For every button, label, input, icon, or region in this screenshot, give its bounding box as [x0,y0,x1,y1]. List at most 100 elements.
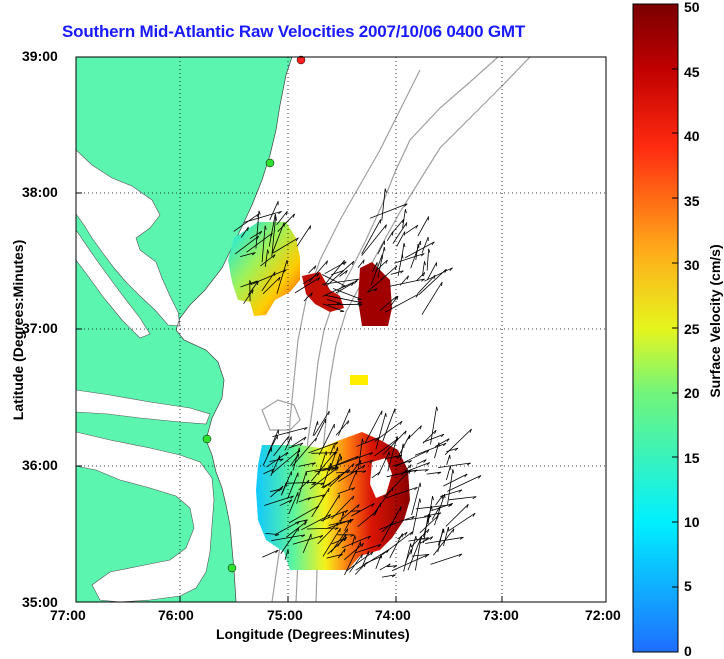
velocity-arrow [344,542,364,561]
velocity-arrow-head [273,271,276,276]
velocity-arrow [379,295,397,311]
velocity-arrow [321,274,347,287]
velocity-arrow [419,515,439,534]
velocity-arrow [411,554,430,557]
velocity-arrow-head [344,533,347,538]
velocity-arrow-head [298,447,301,452]
velocity-arrow-head [259,230,263,235]
velocity-arrow [381,188,386,221]
velocity-arrow [289,453,300,467]
velocity-arrow-head [415,224,419,229]
velocity-arrow [421,236,429,254]
velocity-arrow [335,282,355,294]
velocity-arrow-head [251,289,254,294]
velocity-arrow-head [367,535,371,540]
velocity-arrow [265,533,279,535]
velocity-arrow [294,277,321,294]
velocity-arrow [382,430,407,455]
x-tick-label: 76:00 [158,607,194,623]
velocity-arrow-head [336,466,339,471]
velocity-arrow-head [278,211,282,215]
velocity-arrow [349,554,363,573]
velocity-arrow-head [328,411,330,416]
velocity-arrow [260,254,276,267]
velocity-arrow [430,406,437,445]
velocity-arrow [292,535,324,545]
velocity-arrow [435,438,450,447]
colorbar-tick-label: 40 [684,128,700,144]
velocity-arrow [335,420,350,436]
velocity-arrow-head [303,436,307,441]
velocity-arrow [447,469,454,505]
velocity-arrow [396,231,406,247]
velocity-arrow [379,451,390,473]
velocity-arrow-head [369,460,374,464]
velocity-arrow [313,410,330,436]
velocity-arrow-head [292,213,295,218]
velocity-arrow [381,506,402,542]
velocity-arrow [405,515,432,521]
velocity-arrow-head [358,303,363,307]
velocity-arrow [365,555,383,564]
velocity-arrow-head [338,494,340,499]
velocity-arrow [358,438,363,469]
velocity-arrow [263,468,275,475]
velocity-arrow-head [316,273,320,277]
velocity-arrow-head [314,265,317,270]
colorbar-tick-label: 25 [684,321,700,337]
velocity-arrow [338,408,351,436]
velocity-arrow [269,458,284,462]
colorbar-tick-label: 20 [684,385,700,401]
velocity-arrow [339,269,348,277]
velocity-arrow-head [274,534,279,537]
velocity-arrow-head [385,224,387,229]
velocity-arrow-head [251,252,256,256]
velocity-arrow [422,433,445,443]
velocity-arrow-head [357,302,362,304]
velocity-arrow [430,553,463,565]
velocity-arrow [240,252,256,257]
velocity-arrow [332,288,362,300]
velocity-arrow [417,274,436,295]
velocity-arrow [284,549,289,560]
velocity-arrow-head [423,459,427,463]
colorbar [633,4,678,652]
y-tick-label: 37:00 [22,320,58,336]
axis-ticks [76,192,503,602]
velocity-arrow-head [362,470,367,474]
velocity-arrow-head [437,512,442,516]
velocity-arrow [417,216,429,237]
velocity-arrow-head [431,241,435,246]
velocity-arrow-head [428,248,431,253]
velocity-arrow [316,418,326,437]
velocity-arrow-head [404,430,407,435]
velocity-arrow [444,428,472,455]
velocity-arrow-head [378,555,383,560]
velocity-arrow [448,496,477,501]
velocity-arrow-head [385,259,388,264]
velocity-arrow [318,423,335,456]
colorbar-tick-label: 30 [684,257,700,273]
velocity-arrow-head [328,487,330,493]
velocity-arrow [390,270,404,275]
station-marker [202,434,212,444]
velocity-arrow [269,201,279,221]
velocity-arrow-head [317,277,321,282]
velocity-arrow-head [410,531,413,536]
velocity-arrow [372,262,378,272]
velocity-arrow [361,219,382,255]
velocity-arrow [311,482,325,485]
velocity-arrow-head [351,487,356,491]
velocity-arrow [324,294,362,304]
velocity-arrow [339,512,344,524]
velocity-arrow [391,554,429,572]
velocity-arrow [415,504,452,510]
velocity-arrow-head [355,278,360,282]
velocity-arrow [446,454,451,466]
velocity-arrow-head [303,427,308,431]
velocity-arrow-head [337,475,340,480]
velocity-arrow [305,494,326,500]
velocity-arrow [276,260,288,294]
velocity-arrow-head [254,280,258,284]
velocity-arrow [337,452,374,466]
